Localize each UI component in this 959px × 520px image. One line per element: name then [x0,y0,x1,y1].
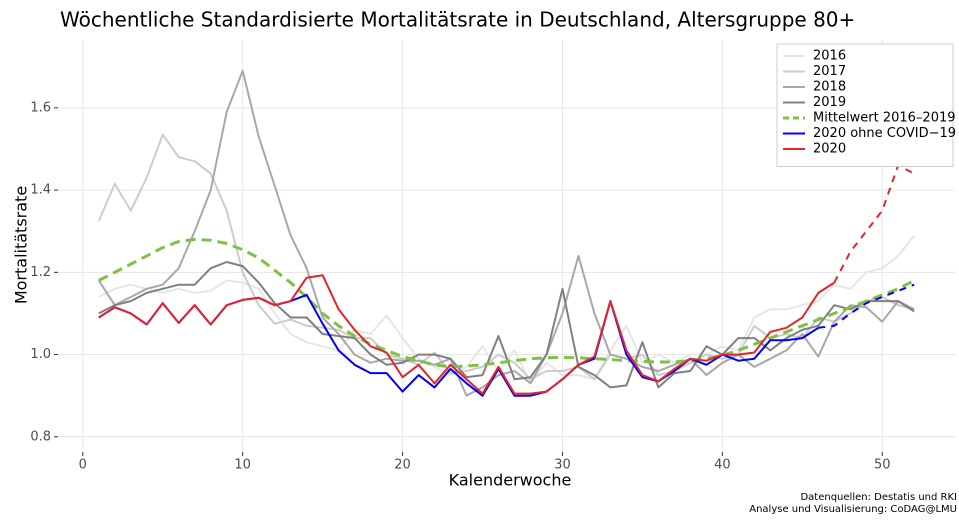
caption: Analyse und Visualisierung: CoDAG@LMU [749,504,957,515]
legend-label: 2016 [813,49,846,64]
legend-label: 2020 ohne COVID−19 [813,126,956,141]
x-tick-label: 30 [554,458,571,473]
y-tick-label: 1.4 [30,183,51,198]
x-tick-label: 50 [874,458,891,473]
line [98,237,915,369]
caption: Datenquellen: Destatis und RKI [800,492,957,503]
legend-label: 2019 [813,95,846,110]
x-tick-label: 40 [714,458,731,473]
line [818,283,915,329]
y-tick-label: 1.2 [30,265,51,280]
legend-label: Mittelwert 2016–2019 [813,111,956,126]
legend-label: 2017 [813,64,846,79]
y-tick-label: 1.0 [30,347,51,362]
chart-title: Wöchentliche Standardisierte Mortalitäts… [60,8,855,32]
y-axis-label: Mortalitätsrate [12,186,31,304]
legend-box [776,43,954,167]
line [98,293,819,397]
x-tick-label: 0 [79,458,87,473]
x-axis-label: Kalenderwoche [449,471,572,490]
line [98,274,835,395]
x-tick-label: 10 [234,458,251,473]
y-tick-label: 0.8 [30,429,51,444]
line [98,261,915,389]
legend-label: 2018 [813,80,846,95]
line [833,164,915,284]
x-tick-label: 20 [394,458,411,473]
line [97,133,915,381]
y-tick-label: 1.6 [30,100,51,115]
line [97,69,915,397]
legend-label: 2020 [813,142,846,157]
